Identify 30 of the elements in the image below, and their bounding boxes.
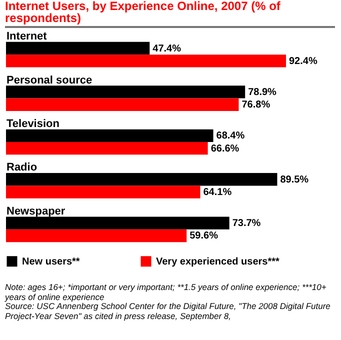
source-note: Source: USC Annenberg School Center for the Digital Future, "The 2008 Digital Future Project-Year Seven" as cited in press release, September 8, [5, 301, 332, 321]
legend-label: New users** [22, 256, 80, 268]
y-tick-label: Personal source [6, 74, 92, 86]
bar [6, 173, 278, 186]
data-label: 78.9% [248, 86, 277, 98]
bar [6, 229, 187, 242]
bar [6, 129, 214, 142]
chart-title: Internet Users, by Experience Online, 2007 (% of respondents) [5, 0, 335, 28]
bar [6, 216, 230, 230]
data-label: 92.4% [289, 56, 318, 67]
data-label: 76.8% [242, 100, 270, 111]
y-tick-label: Radio [6, 162, 38, 174]
bar [6, 86, 246, 98]
data-label: 68.4% [216, 130, 245, 142]
legend-label: Very experienced users*** [156, 256, 280, 268]
y-tick-label: Internet [6, 30, 48, 43]
data-label: 89.5% [280, 174, 309, 186]
data-label: 66.6% [210, 143, 240, 154]
y-tick-label: Newspaper [6, 205, 66, 218]
data-label: 47.4% [152, 43, 182, 54]
y-tick-label: Television [6, 118, 60, 130]
data-label: 59.6% [190, 230, 218, 242]
bar [6, 186, 200, 198]
text: Note: ages 16+; *important or very important; **1.5 years of online experience; ***10+ years of online experience [5, 282, 328, 302]
data-label: 73.7% [232, 218, 261, 230]
bar [6, 98, 239, 111]
data-label: 64.1% [203, 187, 232, 198]
bar [6, 42, 150, 55]
bar [6, 54, 286, 68]
bar [6, 142, 208, 155]
